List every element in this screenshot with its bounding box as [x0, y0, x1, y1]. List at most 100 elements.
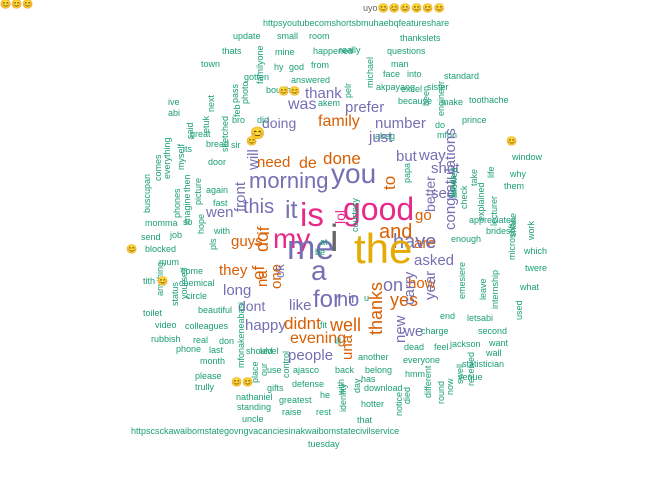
word-brides: brides	[486, 226, 511, 236]
word-tith: tith	[143, 276, 156, 286]
word-u: u	[364, 293, 370, 303]
word-letsabi: letsabi	[467, 313, 494, 323]
word-gifts: gifts	[267, 383, 284, 393]
word-etuk: etuk	[201, 115, 211, 133]
word-yourself: yourself	[179, 267, 189, 299]
word-now: now	[445, 378, 455, 395]
word-emesiere: emesiere	[457, 261, 467, 299]
word-month: month	[200, 356, 226, 366]
word-sister: sister	[427, 82, 449, 92]
word-hope: hope	[196, 213, 206, 234]
word-emoji: 😊	[250, 126, 265, 140]
word-used: used	[514, 300, 524, 320]
word-better: better	[422, 176, 438, 212]
word-everything: everything	[162, 137, 172, 179]
word-thanks: thanks	[366, 281, 386, 335]
word-rubbish: rubbish	[151, 334, 181, 344]
word-didnt: didnt	[284, 314, 321, 333]
word-it: it	[285, 196, 298, 224]
word-how: how	[408, 275, 436, 292]
word-real: real	[193, 335, 209, 345]
word-emoji: 😊	[0, 0, 12, 9]
word-they: they	[219, 262, 248, 279]
word-again: again	[206, 185, 229, 195]
word-why: why	[510, 169, 527, 179]
word-thats: thats	[222, 46, 242, 56]
word-that: that	[357, 415, 373, 425]
word-abi: abi	[168, 108, 181, 118]
word-have: have	[393, 231, 437, 253]
word-standard: standard	[444, 71, 480, 81]
word-small: small	[277, 31, 299, 41]
word-done: done	[323, 149, 361, 168]
word-akem: akem	[318, 98, 341, 108]
word-long: long	[223, 282, 252, 299]
word-job: job	[170, 230, 183, 240]
word-want: want	[489, 338, 509, 348]
word-emoji: 😊😊😊	[0, 0, 34, 9]
word-mfonakeneabasi: mfonakeneabasi	[236, 301, 246, 368]
word-them: them	[504, 181, 525, 191]
word-should: should	[246, 346, 273, 356]
word-sketched: sketched	[220, 115, 230, 152]
word-well: well	[330, 315, 362, 335]
word-funds: funds	[448, 174, 458, 197]
word-lecturer: lecturer	[489, 195, 499, 226]
word-which: which	[524, 246, 548, 256]
word-trully: trully	[195, 382, 215, 392]
word-and: and	[379, 221, 413, 243]
word-belong: belong	[365, 365, 393, 375]
word-control: control	[281, 350, 291, 378]
word-a: a	[311, 255, 327, 286]
word-new: new	[392, 315, 409, 343]
word-httpsyoutubecomshortsbmuhaebqfeatureshare: httpsyoutubecomshortsbmuhaebqfeatureshar…	[263, 18, 450, 28]
word-died: died	[402, 386, 412, 404]
word-year: year	[422, 270, 439, 300]
word-life: life	[486, 166, 496, 178]
word-use: use	[267, 365, 282, 375]
word-different: different	[423, 365, 433, 398]
word-mine: mine	[275, 47, 295, 57]
word-second: second	[478, 326, 508, 336]
word-please: please	[195, 371, 222, 381]
word-akpayang: akpayang	[376, 82, 416, 92]
word-ill: ill	[335, 336, 341, 346]
word-another: another	[358, 352, 389, 362]
word-do: do	[252, 231, 272, 252]
word-circle: circle	[186, 291, 208, 301]
word-but: but	[396, 148, 417, 165]
word-fast: fast	[213, 198, 228, 208]
word-for: for	[313, 286, 342, 313]
word-really: really	[339, 45, 361, 55]
word-what: what	[520, 282, 540, 292]
word-level: level	[260, 346, 279, 356]
word-ok: ok	[272, 264, 287, 278]
word-blocked: blocked	[145, 244, 177, 254]
word-then: then	[182, 174, 192, 192]
word-statistician: statistician	[462, 359, 505, 369]
word-family: family	[318, 113, 360, 130]
word-this: this	[243, 196, 275, 218]
word-uyo: uyo😊😊😊😊😊😊	[363, 3, 445, 13]
word-be: be	[315, 247, 326, 257]
word-bread: bread	[206, 139, 230, 149]
word-uncle: uncle	[242, 414, 264, 424]
word-appreciated: appreciated	[469, 215, 517, 225]
word-twere: twere	[525, 263, 548, 273]
word-i: i	[330, 218, 339, 260]
word-asked: asked	[414, 252, 455, 269]
word-update: update	[233, 31, 261, 41]
word-tuesday: tuesday	[308, 439, 340, 449]
word-sir: sir	[231, 140, 241, 150]
word-toothache: toothache	[469, 95, 509, 105]
word-photo: photo	[240, 81, 250, 104]
word-great: great	[190, 129, 211, 139]
word-carry: carry	[401, 271, 418, 305]
word-defense: defense	[292, 379, 325, 389]
word-greatest: greatest	[279, 395, 312, 405]
word-the: the	[354, 225, 413, 272]
word-emoji: 😊	[126, 244, 138, 254]
word-hotter: hotter	[361, 399, 385, 409]
word-jackson: jackson	[450, 339, 481, 349]
word-phones: phones	[172, 188, 182, 218]
